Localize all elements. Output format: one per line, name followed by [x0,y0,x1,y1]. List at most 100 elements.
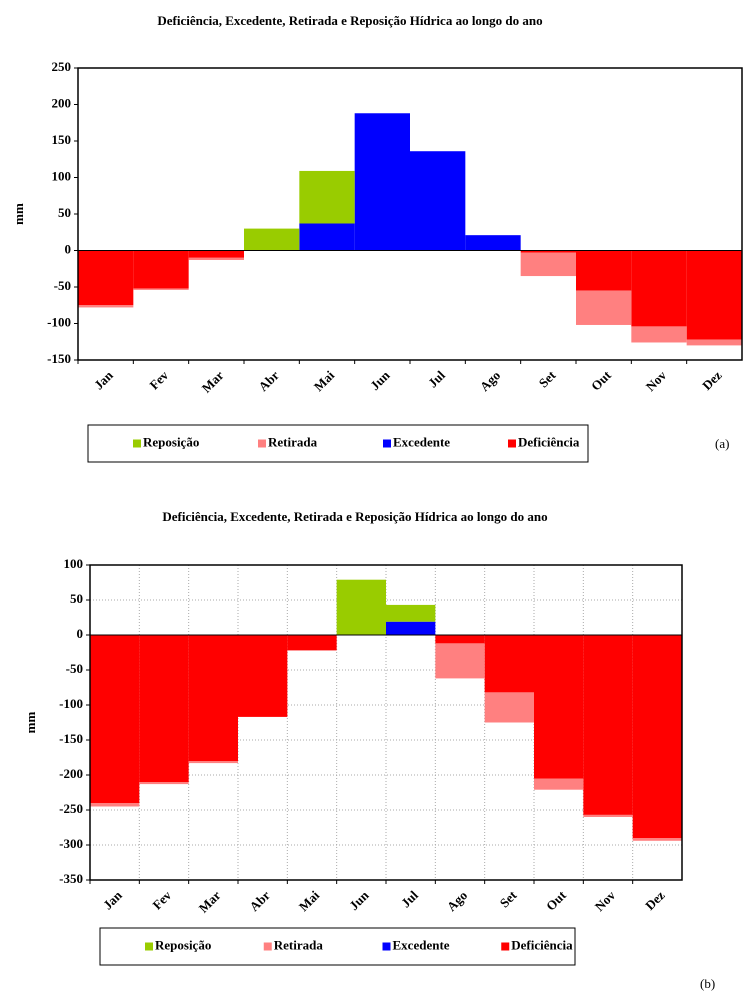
bar-segment [631,326,687,343]
x-tick-label: Mar [196,887,224,915]
panel-label: (a) [715,436,729,451]
x-tick-label: Mai [296,887,323,914]
legend-swatch [501,942,510,951]
legend-swatch [382,942,391,951]
y-axis-label: mm [11,203,26,225]
x-tick-label: Jun [346,887,372,913]
bar-segment [90,635,140,803]
bar-segment [188,635,238,761]
bar-segment [583,635,633,815]
y-tick-label: -100 [59,696,83,711]
x-tick-label: Out [588,367,614,393]
x-tick-label: Mai [311,367,338,394]
y-tick-label: -350 [59,871,83,886]
legend-swatch [258,439,266,448]
bar-segment [632,838,682,841]
bar-segment [484,692,534,723]
y-tick-label: -300 [59,836,83,851]
bar-segment [78,305,134,308]
bar-segment [435,643,485,679]
x-tick-label: Abr [246,887,273,914]
legend-label: Retirada [268,434,318,449]
x-tick-label: Dez [699,367,725,393]
y-tick-label: 150 [52,132,72,147]
y-tick-label: 100 [52,168,72,183]
x-tick-label: Jul [425,367,448,390]
bar-segment [336,579,386,635]
bar-segment [534,635,584,779]
y-tick-label: -150 [59,731,83,746]
y-tick-label: 0 [77,626,84,641]
y-tick-label: -200 [59,766,83,781]
bar-segment [386,604,436,622]
bar-segment [686,250,742,340]
y-tick-label: 250 [52,59,72,74]
bar-segment [139,782,189,785]
bar-segment [520,252,576,277]
legend-label: Deficiência [518,434,580,449]
bar-segment [287,635,337,651]
bar-segment [188,250,244,258]
y-tick-label: 50 [70,591,83,606]
y-tick-label: 0 [65,241,72,256]
y-tick-label: -50 [54,278,71,293]
bar-segment [299,223,355,251]
x-tick-label: Jul [398,887,421,910]
legend-label: Excedente [393,937,450,952]
legend-label: Reposição [155,937,211,952]
bar-segment [576,250,632,291]
x-tick-label: Fev [146,367,171,392]
x-tick-label: Dez [642,887,668,913]
bar-segment [686,339,742,346]
y-tick-label: 200 [52,95,72,110]
y-axis-label: mm [23,712,38,734]
x-tick-label: Mar [199,367,227,395]
bar-segment [583,814,633,817]
bar-segment [90,803,140,807]
panel-label: (b) [700,976,715,991]
legend-swatch [263,942,272,951]
legend-label: Deficiência [511,937,573,952]
bar-segment [139,635,189,782]
legend-label: Excedente [393,434,450,449]
bar-segment [244,228,300,251]
legend-swatch [508,439,516,448]
y-tick-label: -50 [66,661,83,676]
x-tick-label: Nov [592,887,619,914]
bar-segment [354,113,410,251]
x-tick-label: Abr [255,367,282,394]
legend-box [87,424,589,463]
bar-segment [484,635,534,693]
x-tick-label: Nov [643,367,670,394]
bar-segment [465,235,521,251]
legend-swatch [383,439,391,448]
legend-swatch [145,942,153,951]
x-tick-label: Ago [477,368,503,394]
y-tick-label: 100 [64,556,84,571]
bar-segment [520,250,576,253]
legend-swatch [133,439,141,448]
bar-segment [133,250,189,289]
y-tick-label: -100 [47,314,71,329]
y-tick-label: -150 [47,351,71,366]
bar-segment [410,151,466,251]
bar-segment [386,621,436,635]
bar-segment [435,635,485,644]
bar-segment [632,635,682,838]
bar-segment [188,257,244,260]
bar-segment [576,290,632,325]
bar-segment [299,170,355,224]
x-tick-label: Jan [91,367,116,392]
y-tick-label: -250 [59,801,83,816]
y-tick-label: 50 [58,205,71,220]
bar-segment [534,778,584,790]
bar-segment [188,761,238,764]
chart-title: Deficiência, Excedente, Retirada e Repos… [162,509,547,524]
x-tick-label: Jun [367,367,393,393]
bar-segment [133,288,189,290]
x-tick-label: Jan [100,887,125,912]
x-tick-label: Set [536,367,559,390]
bar-segment [631,250,687,327]
x-tick-label: Out [543,887,569,913]
